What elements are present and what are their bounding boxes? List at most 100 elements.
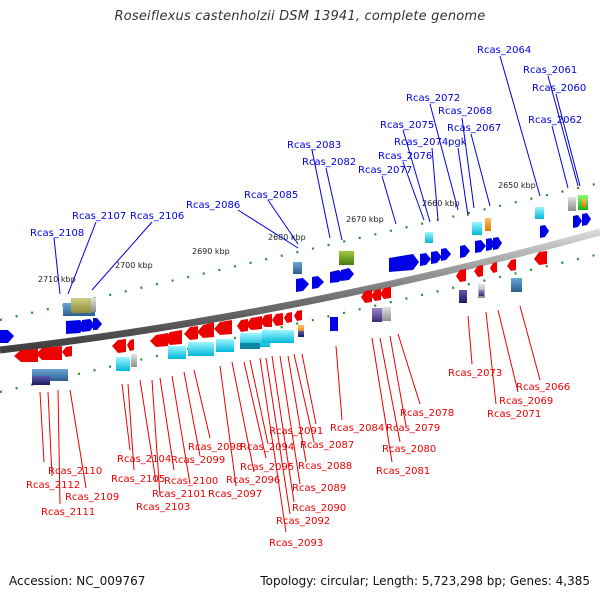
gene-label[interactable]: Rcas_2107 (72, 211, 126, 222)
gene-label[interactable]: Rcas_2062 (528, 115, 582, 126)
gene-label[interactable]: Rcas_2074 (394, 137, 448, 148)
reverse-gene-arrow[interactable] (62, 346, 72, 357)
gene-label[interactable]: Rcas_2069 (499, 396, 553, 407)
forward-gene-arrow[interactable] (0, 330, 14, 343)
reverse-gene-arrow[interactable] (294, 310, 302, 321)
gene-label[interactable]: Rcas_2091 (269, 426, 323, 437)
reverse-gene-arrow[interactable] (36, 346, 62, 360)
gene-label[interactable]: Rcas_2064 (477, 45, 531, 56)
gene-label[interactable]: Rcas_2077 (358, 165, 412, 176)
forward-gene-arrow[interactable] (475, 240, 486, 253)
reverse-gene-arrow[interactable] (14, 349, 38, 362)
gene-label[interactable]: Rcas_2104 (117, 454, 171, 465)
forward-gene-arrow[interactable] (431, 251, 442, 264)
reverse-gene-arrow[interactable] (380, 287, 391, 299)
gene-label[interactable]: Rcas_2110 (48, 466, 102, 477)
forward-gene-arrow[interactable] (389, 254, 419, 272)
gene-label[interactable]: Rcas_2068 (438, 106, 492, 117)
reverse-gene-arrow[interactable] (246, 316, 262, 330)
gene-label[interactable]: Rcas_2084 (330, 423, 384, 434)
reverse-gene-arrow[interactable] (127, 339, 134, 351)
reverse-gene-arrow[interactable] (456, 269, 466, 282)
gene-label[interactable]: Rcas_2076 (378, 151, 432, 162)
gene-label[interactable]: Rcas_2109 (65, 492, 119, 503)
reverse-gene-arrow[interactable] (237, 319, 248, 332)
reverse-gene-arrow[interactable] (112, 339, 126, 353)
reverse-gene-arrow[interactable] (361, 290, 372, 303)
forward-gene-arrow[interactable] (341, 268, 354, 281)
gene-label[interactable]: Rcas_2080 (382, 444, 436, 455)
gene-label[interactable]: Rcas_2092 (276, 516, 330, 527)
forward-gene-arrow[interactable] (312, 276, 324, 289)
gene-label[interactable]: Rcas_2093 (269, 538, 323, 549)
forward-gene-arrow[interactable] (486, 238, 495, 251)
forward-gene-arrow[interactable] (66, 320, 86, 334)
gene-label[interactable]: Rcas_2088 (298, 461, 352, 472)
reverse-gene-arrow[interactable] (284, 312, 292, 323)
gene-label[interactable]: Rcas_2061 (523, 65, 577, 76)
gene-label[interactable]: Rcas_2060 (532, 83, 586, 94)
forward-gene-arrow[interactable] (93, 318, 102, 330)
reverse-gene-arrow[interactable] (164, 330, 182, 345)
gene-label[interactable]: Rcas_2067 (447, 123, 501, 134)
gene-label[interactable]: Rcas_2096 (226, 475, 280, 486)
gene-label[interactable]: Rcas_2079 (386, 423, 440, 434)
gene-label[interactable]: Rcas_2086 (186, 200, 240, 211)
gene-label[interactable]: Rcas_2098 (188, 442, 242, 453)
gene-label[interactable]: Rcas_2087 (300, 440, 354, 451)
forward-gene-arrow[interactable] (540, 225, 549, 238)
gene-label[interactable]: Rcas_2075 (380, 120, 434, 131)
gene-label[interactable]: Rcas_2112 (26, 480, 80, 491)
forward-gene-arrow[interactable] (493, 237, 502, 250)
gene-label[interactable]: Rcas_2066 (516, 382, 570, 393)
inner-tick-ring (0, 252, 600, 394)
gene-label[interactable]: Rcas_2073 (448, 368, 502, 379)
gene-label[interactable]: Rcas_2100 (164, 476, 218, 487)
gene-label[interactable]: Rcas_2099 (171, 455, 225, 466)
gene-label[interactable]: Rcas_2081 (376, 466, 430, 477)
forward-gene-arrow[interactable] (420, 253, 431, 266)
gene-label[interactable]: pgk (448, 137, 467, 148)
reverse-gene-arrow[interactable] (197, 322, 214, 338)
cog-block (298, 325, 304, 334)
reverse-gene-arrow[interactable] (474, 265, 483, 277)
forward-gene-arrow[interactable] (573, 215, 582, 228)
reverse-gene-arrow[interactable] (214, 320, 232, 335)
forward-gene-arrow[interactable] (296, 278, 309, 292)
forward-gene-arrow[interactable] (82, 319, 95, 332)
reverse-gene-arrow[interactable] (260, 314, 272, 327)
gene-label[interactable]: Rcas_2103 (136, 502, 190, 513)
cog-block (382, 307, 391, 321)
gene-label[interactable]: Rcas_2082 (302, 157, 356, 168)
reverse-gene-arrow[interactable] (184, 326, 198, 340)
gene-label[interactable]: Rcas_2095 (240, 462, 294, 473)
reverse-gene-arrow[interactable] (272, 313, 283, 326)
gene-label[interactable]: Rcas_2094 (240, 442, 294, 453)
reverse-gene-arrow[interactable] (490, 262, 497, 273)
gene-label[interactable]: Rcas_2090 (292, 503, 346, 514)
forward-cog-blocks (63, 195, 588, 316)
gene-label[interactable]: Rcas_2085 (244, 190, 298, 201)
gene-label[interactable]: Rcas_2071 (487, 409, 541, 420)
reverse-gene-arrow[interactable] (507, 259, 516, 271)
cog-block (479, 290, 484, 296)
gene-label[interactable]: Rcas_2097 (208, 489, 262, 500)
cog-block (472, 222, 482, 235)
forward-gene-block[interactable] (330, 317, 338, 331)
forward-gene-arrow[interactable] (441, 248, 451, 261)
forward-gene-arrow[interactable] (582, 213, 591, 226)
gene-label[interactable]: Rcas_2083 (287, 140, 341, 151)
gene-label[interactable]: Rcas_2105 (111, 474, 165, 485)
gene-label[interactable]: Rcas_2089 (292, 483, 346, 494)
gene-label[interactable]: Rcas_2072 (406, 93, 460, 104)
gene-label[interactable]: Rcas_2101 (152, 489, 206, 500)
gene-label[interactable]: Rcas_2108 (30, 228, 84, 239)
gene-label[interactable]: Rcas_2106 (130, 211, 184, 222)
gene-label[interactable]: Rcas_2078 (400, 408, 454, 419)
reverse-gene-arrow[interactable] (534, 251, 547, 265)
bottom-gene-labels: Rcas_2110 Rcas_2112 Rcas_2109 Rcas_2111 … (26, 368, 570, 549)
forward-gene-arrow[interactable] (460, 245, 470, 258)
reverse-gene-arrow[interactable] (371, 289, 381, 301)
reverse-gene-arrow[interactable] (150, 333, 168, 347)
gene-label[interactable]: Rcas_2111 (41, 507, 95, 518)
